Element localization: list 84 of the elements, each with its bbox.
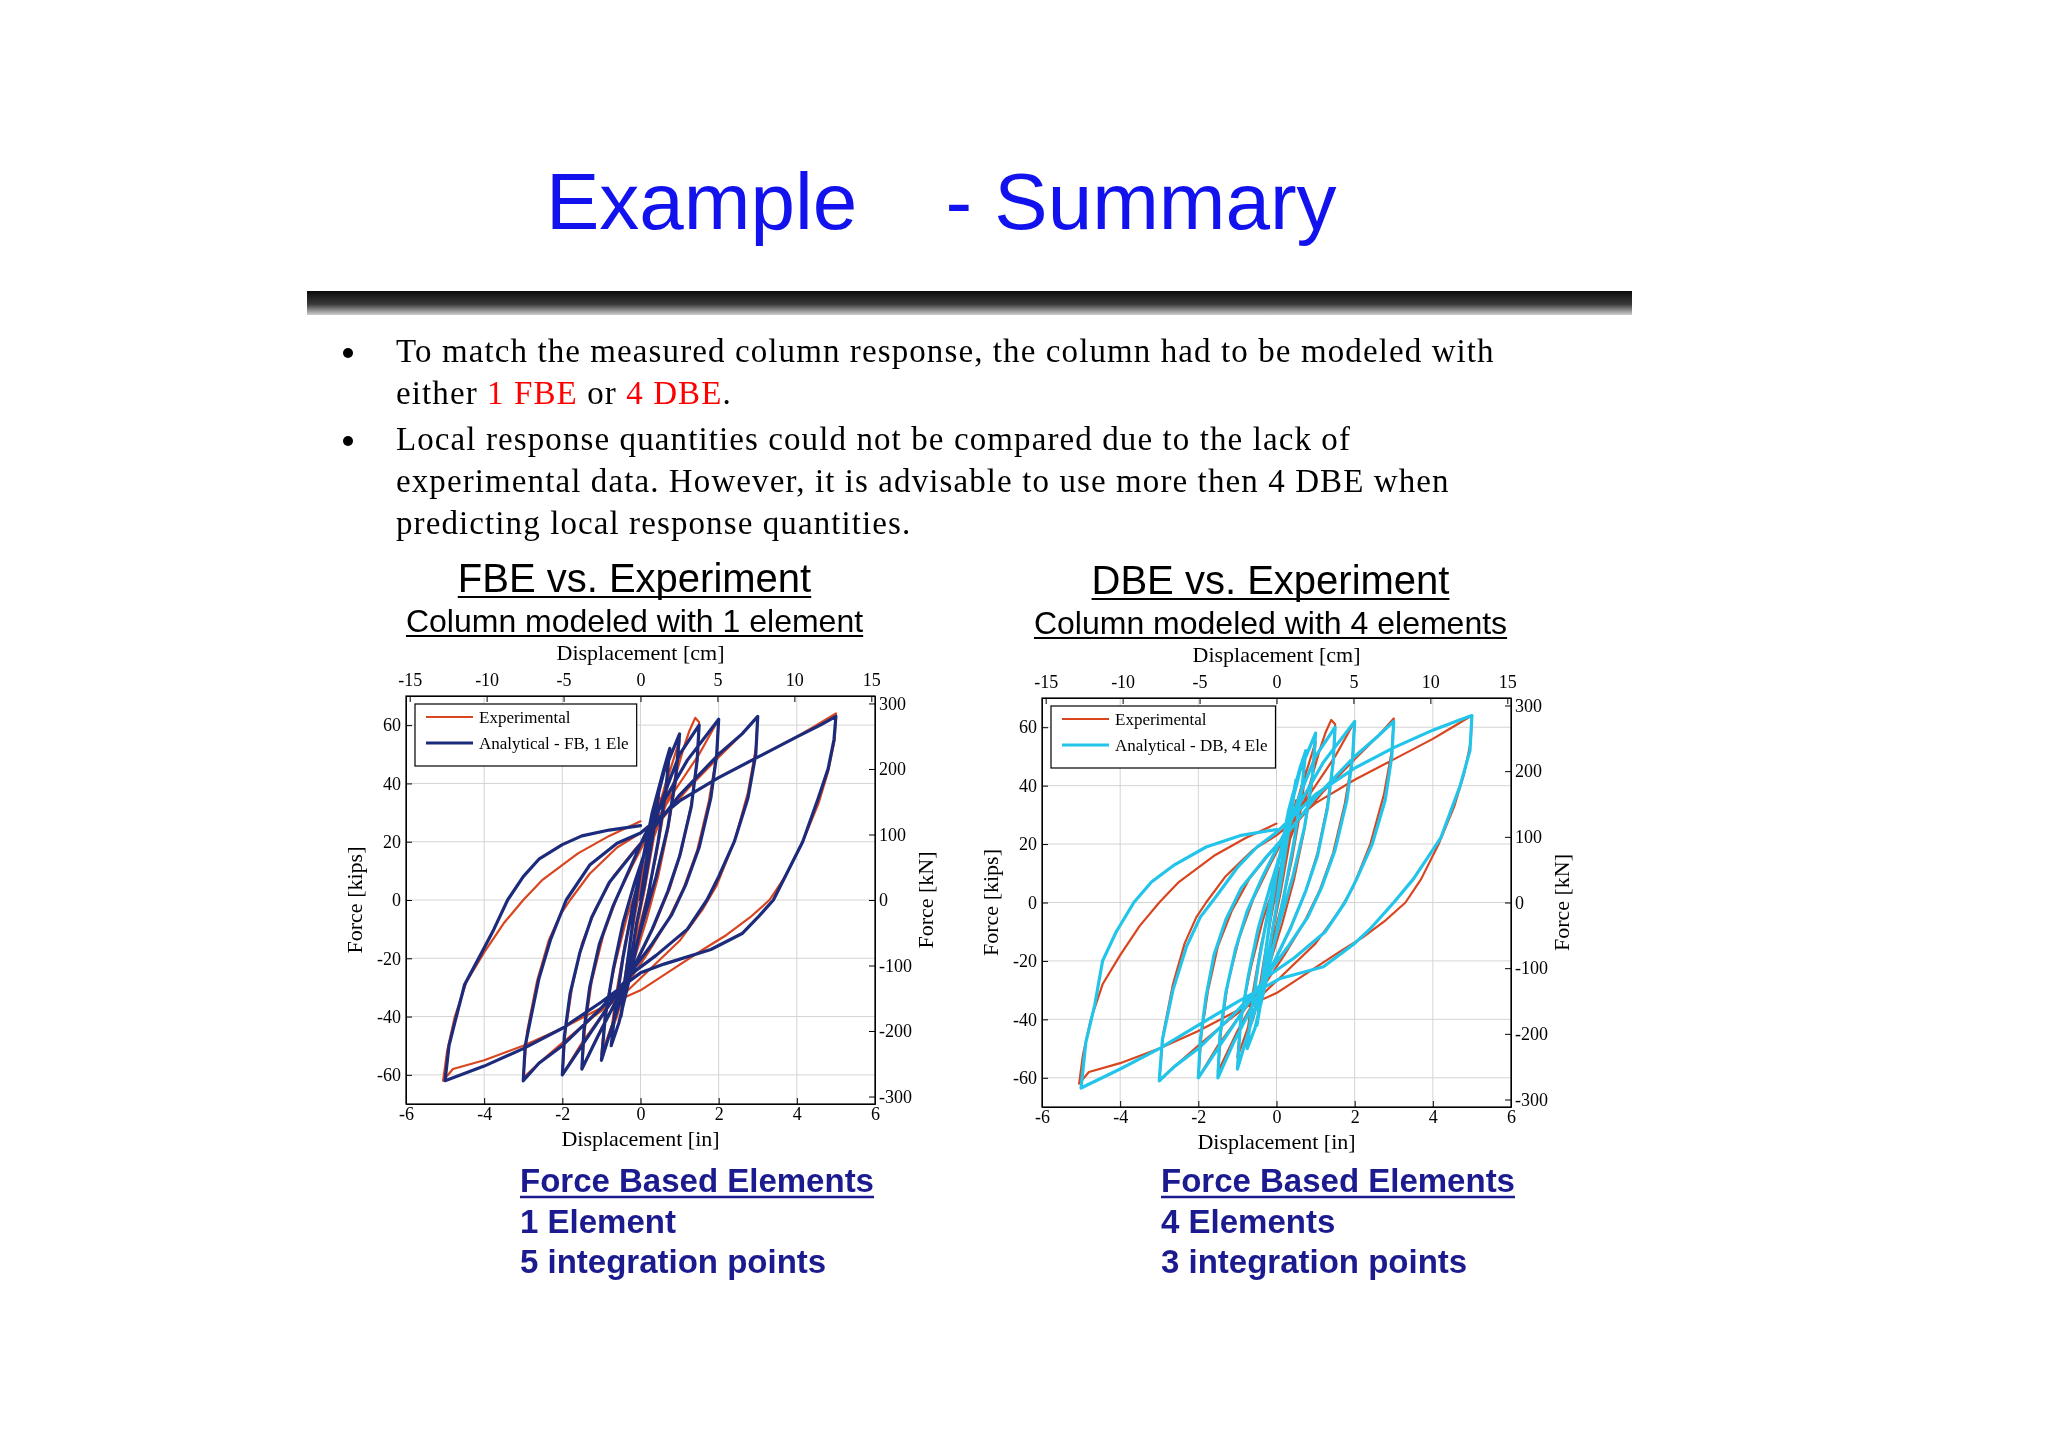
y-tick-label: 40 (383, 773, 401, 794)
x2-tick-label: -10 (475, 670, 500, 690)
x2-tick-label: 10 (785, 670, 804, 690)
x-tick-label: 4 (1428, 1106, 1438, 1127)
y-tick-label: 0 (392, 890, 401, 911)
text: 4 Elements (1161, 1202, 1336, 1240)
x2-tick-label: 0 (1272, 672, 1282, 692)
x-tick-label: 0 (1272, 1106, 1282, 1127)
y-tick-label: 60 (383, 715, 401, 736)
text: 4 DBE (626, 375, 723, 411)
y2-tick-label: 0 (879, 890, 888, 911)
x2-tick-label: 0 (636, 670, 646, 690)
y2-tick-label: -300 (1515, 1089, 1548, 1110)
x2-tick-label: 10 (1421, 672, 1440, 692)
text: 1 Element (520, 1202, 676, 1240)
y-tick-label: -40 (1013, 1009, 1037, 1030)
x-axis-title: Displacement [in] (561, 1126, 720, 1151)
x-tick-label: -6 (1035, 1106, 1050, 1127)
x-tick-label: 4 (792, 1103, 802, 1124)
legend-label: Analytical - FB, 1 Ele (479, 734, 629, 753)
y2-tick-label: -300 (879, 1086, 912, 1107)
y-tick-label: 20 (1019, 834, 1037, 855)
chart-title: FBE vs. Experiment (457, 556, 812, 600)
chart-title: DBE vs. Experiment (1091, 558, 1450, 602)
y-axis-title: Force [kips] (978, 849, 1003, 956)
y-tick-label: -60 (377, 1065, 401, 1086)
text: 5 integration points (520, 1243, 827, 1280)
y-tick-label: 60 (1019, 717, 1037, 738)
x2-tick-label: -10 (1111, 672, 1136, 692)
x2-tick-label: 15 (862, 670, 881, 690)
text: Force Based Elements (520, 1162, 874, 1199)
y2-axis-title: Force [kN] (1549, 853, 1574, 952)
y-tick-label: 40 (1019, 775, 1037, 796)
y2-tick-label: 100 (879, 824, 906, 845)
x-tick-label: 6 (1507, 1106, 1516, 1127)
y2-tick-label: 200 (879, 759, 906, 780)
text: 1 FBE (487, 375, 578, 411)
y-tick-label: 0 (1028, 892, 1037, 913)
x-tick-label: -2 (555, 1103, 571, 1124)
x-tick-label: -4 (1113, 1106, 1129, 1127)
y2-tick-label: 0 (1515, 892, 1524, 913)
y-tick-label: 20 (383, 831, 401, 852)
y-tick-label: -40 (377, 1006, 401, 1027)
text: or (587, 375, 617, 411)
y2-tick-label: -100 (1515, 958, 1548, 979)
y2-tick-label: 100 (1515, 827, 1542, 848)
x2-tick-label: 15 (1498, 672, 1517, 692)
y2-tick-label: 300 (1515, 695, 1542, 716)
chart-subtitle: Column modeled with 4 elements (1033, 605, 1508, 641)
x2-axis-title: Displacement [cm] (556, 640, 725, 665)
x-tick-label: -6 (399, 1103, 414, 1124)
text: Example - Summary (546, 157, 1337, 246)
y-tick-label: -60 (1013, 1068, 1037, 1089)
x2-tick-label: -15 (1034, 672, 1059, 692)
x-tick-label: 0 (636, 1103, 646, 1124)
y2-tick-label: 200 (1515, 761, 1542, 782)
legend-label: Experimental (479, 708, 571, 727)
x2-tick-label: -15 (398, 670, 423, 690)
text: 3 integration points (1161, 1243, 1468, 1280)
x2-tick-label: -5 (1192, 672, 1208, 692)
y-tick-label: -20 (377, 948, 401, 969)
x-tick-label: -2 (1191, 1106, 1207, 1127)
x-tick-label: -4 (477, 1103, 493, 1124)
x2-tick-label: 5 (713, 670, 723, 690)
y2-tick-label: -100 (879, 955, 912, 976)
y2-axis-title: Force [kN] (913, 851, 938, 949)
x-tick-label: 2 (1350, 1106, 1360, 1127)
legend-label: Experimental (1115, 710, 1207, 729)
x2-tick-label: -5 (556, 670, 572, 690)
y2-tick-label: -200 (1515, 1024, 1548, 1045)
y2-tick-label: -200 (879, 1021, 912, 1042)
chart-subtitle: Column modeled with 1 element (405, 603, 864, 639)
y-axis-title: Force [kips] (342, 846, 367, 954)
x2-tick-label: 5 (1349, 672, 1359, 692)
y2-tick-label: 300 (879, 693, 906, 714)
text: Local response quantities could not be compared due to the lack of experimental data. However, it is advisable to use more then 4 DBE when predicting local response quantities. (396, 421, 1450, 541)
text: Force Based Elements (1161, 1162, 1515, 1199)
x-axis-title: Displacement [in] (1197, 1129, 1356, 1154)
x-tick-label: 6 (871, 1103, 880, 1124)
legend-label: Analytical - DB, 4 Ele (1115, 736, 1268, 755)
x-tick-label: 2 (714, 1103, 724, 1124)
text: . (722, 375, 732, 411)
x2-axis-title: Displacement [cm] (1192, 642, 1361, 667)
y-tick-label: -20 (1013, 951, 1037, 972)
